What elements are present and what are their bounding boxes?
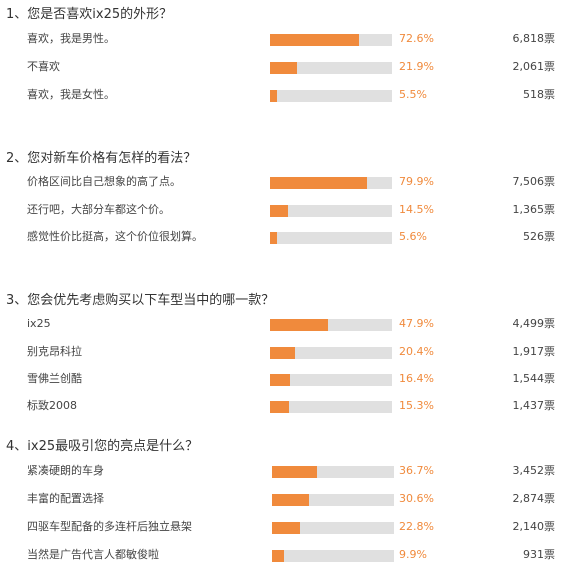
progress-bar [272,522,394,534]
poll-option: 紧凑硬朗的车身 36.7% 3,452票 [0,463,567,481]
option-label: 丰富的配置选择 [27,492,104,505]
option-votes: 1,917票 [512,345,556,358]
option-votes: 4,499票 [512,317,556,330]
option-votes: 1,365票 [512,203,556,216]
option-votes: 6,818票 [512,32,556,45]
poll-option: 还行吧，大部分车都这个价。 14.5% 1,365票 [0,202,567,220]
progress-fill [272,466,317,478]
poll-option: 标致2008 15.3% 1,437票 [0,398,567,416]
progress-bar [272,466,394,478]
question-2-title: 2、您对新车价格有怎样的看法？ [6,151,197,166]
option-percent: 9.9% [399,548,427,561]
option-label: 喜欢，我是女性。 [27,88,115,101]
poll-option: 当然是广告代言人都敏俊啦 9.9% 931票 [0,547,567,565]
progress-fill [270,232,277,244]
option-label: 紧凑硬朗的车身 [27,464,104,477]
option-label: 喜欢，我是男性。 [27,32,115,45]
progress-fill [270,374,290,386]
progress-bar [270,401,392,413]
progress-bar [270,374,392,386]
question-3-title: 3、您会优先考虑购买以下车型当中的哪一款？ [6,293,275,308]
option-label: 四驱车型配备的多连杆后独立悬架 [27,520,192,533]
option-label: 标致2008 [27,399,77,412]
option-percent: 79.9% [399,175,434,188]
option-percent: 36.7% [399,464,434,477]
option-votes: 2,061票 [512,60,556,73]
progress-bar [270,62,392,74]
option-percent: 21.9% [399,60,434,73]
progress-bar [270,205,392,217]
poll-option: 丰富的配置选择 30.6% 2,874票 [0,491,567,509]
option-percent: 14.5% [399,203,434,216]
question-4-title: 4、ix25最吸引您的亮点是什么？ [6,439,199,454]
progress-bar [270,90,392,102]
poll-option: 不喜欢 21.9% 2,061票 [0,59,567,77]
poll-option: 雪佛兰创酷 16.4% 1,544票 [0,371,567,389]
option-votes: 7,506票 [512,175,556,188]
option-percent: 30.6% [399,492,434,505]
progress-fill [270,177,368,189]
option-percent: 5.6% [399,230,427,243]
question-1-title: 1、您是否喜欢ix25的外形？ [6,7,173,22]
option-votes: 931票 [523,548,555,561]
progress-fill [272,522,300,534]
poll-option: 喜欢，我是男性。 72.6% 6,818票 [0,31,567,49]
progress-fill [272,550,285,562]
poll-option: 感觉性价比挺高，这个价位很划算。 5.6% 526票 [0,229,567,247]
progress-bar [272,494,394,506]
option-label: 不喜欢 [27,60,60,73]
progress-bar [270,232,392,244]
option-votes: 518票 [523,88,555,101]
progress-fill [270,347,295,359]
poll-option: 别克昂科拉 20.4% 1,917票 [0,344,567,362]
option-votes: 526票 [523,230,555,243]
progress-fill [270,205,288,217]
poll-option: 四驱车型配备的多连杆后独立悬架 22.8% 2,140票 [0,519,567,537]
poll-option: 喜欢，我是女性。 5.5% 518票 [0,87,567,105]
option-percent: 5.5% [399,88,427,101]
progress-fill [270,62,297,74]
poll-option: 价格区间比自己想象的高了点。 79.9% 7,506票 [0,174,567,192]
option-votes: 2,874票 [512,492,556,505]
option-label: 别克昂科拉 [27,345,82,358]
option-votes: 3,452票 [512,464,556,477]
option-label: 当然是广告代言人都敏俊啦 [27,548,159,561]
progress-fill [270,90,277,102]
option-votes: 1,544票 [512,372,556,385]
option-label: 价格区间比自己想象的高了点。 [27,175,181,188]
option-votes: 2,140票 [512,520,556,533]
progress-fill [272,494,310,506]
option-label: 雪佛兰创酷 [27,372,82,385]
option-label: 感觉性价比挺高，这个价位很划算。 [27,230,203,243]
option-percent: 20.4% [399,345,434,358]
progress-fill [270,319,329,331]
progress-fill [270,401,289,413]
option-percent: 47.9% [399,317,434,330]
progress-bar [270,347,392,359]
option-percent: 72.6% [399,32,434,45]
progress-fill [270,34,359,46]
option-percent: 16.4% [399,372,434,385]
option-label: 还行吧，大部分车都这个价。 [27,203,170,216]
option-label: ix25 [27,317,51,330]
option-percent: 22.8% [399,520,434,533]
progress-bar [270,177,392,189]
poll-option: ix25 47.9% 4,499票 [0,316,567,334]
progress-bar [270,319,392,331]
progress-bar [272,550,394,562]
progress-bar [270,34,392,46]
option-votes: 1,437票 [512,399,556,412]
option-percent: 15.3% [399,399,434,412]
